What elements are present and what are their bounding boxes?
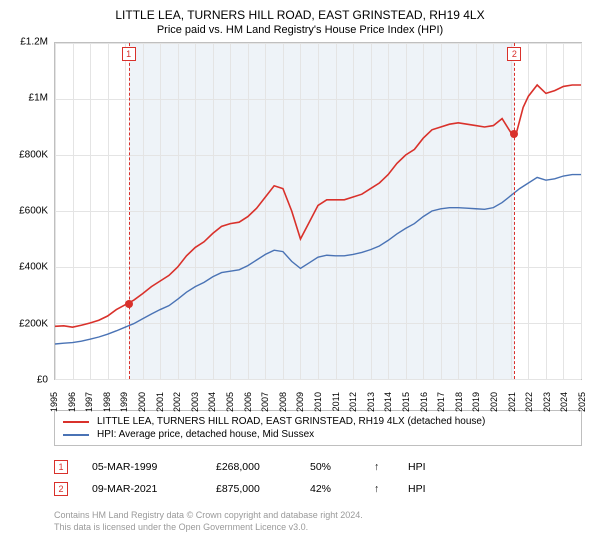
legend: LITTLE LEA, TURNERS HILL ROAD, EAST GRIN…	[54, 410, 582, 446]
event-price: £875,000	[216, 483, 286, 495]
event-price: £268,000	[216, 461, 286, 473]
x-tick-label: 2025	[577, 392, 587, 412]
footer-line: This data is licensed under the Open Gov…	[54, 522, 590, 534]
x-tick-label: 2023	[542, 392, 552, 412]
event-pct: 42%	[310, 483, 350, 495]
event-pct: 50%	[310, 461, 350, 473]
event-row: 2 09-MAR-2021 £875,000 42% ↑ HPI	[54, 478, 582, 500]
x-tick-label: 2008	[278, 392, 288, 412]
x-tick-label: 1998	[102, 392, 112, 412]
gridline-v	[581, 43, 582, 379]
line-series-svg	[55, 43, 581, 379]
y-tick-label: £1M	[29, 93, 48, 104]
y-tick-label: £800K	[19, 149, 48, 160]
x-tick-label: 2019	[471, 392, 481, 412]
plot-wrap: 12 1995199619971998199920002001200220032…	[54, 42, 590, 402]
x-tick-label: 2020	[489, 392, 499, 412]
x-tick-label: 2024	[559, 392, 569, 412]
x-axis: 1995199619971998199920002001200220032004…	[54, 380, 582, 402]
arrow-up-icon: ↑	[374, 483, 384, 495]
footer-credits: Contains HM Land Registry data © Crown c…	[54, 510, 590, 533]
event-vline	[129, 43, 130, 379]
y-tick-label: £200K	[19, 318, 48, 329]
x-tick-label: 2012	[348, 392, 358, 412]
legend-item: LITTLE LEA, TURNERS HILL ROAD, EAST GRIN…	[63, 415, 573, 428]
series-hpi	[55, 175, 581, 344]
x-tick-label: 2017	[436, 392, 446, 412]
x-tick-label: 2018	[454, 392, 464, 412]
chart-subtitle: Price paid vs. HM Land Registry's House …	[10, 24, 590, 36]
event-date: 09-MAR-2021	[92, 483, 192, 495]
chart-area: £0£200K£400K£600K£800K£1M£1.2M 12 199519…	[10, 42, 590, 402]
legend-swatch	[63, 434, 89, 436]
legend-label: LITTLE LEA, TURNERS HILL ROAD, EAST GRIN…	[97, 416, 485, 427]
x-tick-label: 2021	[507, 392, 517, 412]
x-tick-label: 2002	[172, 392, 182, 412]
y-tick-label: £600K	[19, 206, 48, 217]
x-tick-label: 2001	[155, 392, 165, 412]
series-price_paid	[55, 85, 581, 327]
x-tick-label: 2009	[295, 392, 305, 412]
y-tick-label: £1.2M	[20, 37, 48, 48]
x-tick-label: 1997	[84, 392, 94, 412]
event-number-box: 1	[54, 460, 68, 474]
plot-region: 12	[54, 42, 582, 380]
event-number-box: 2	[54, 482, 68, 496]
x-tick-label: 2007	[260, 392, 270, 412]
x-tick-label: 2004	[207, 392, 217, 412]
x-tick-label: 2011	[331, 392, 341, 411]
legend-label: HPI: Average price, detached house, Mid …	[97, 429, 314, 440]
x-tick-label: 2016	[419, 392, 429, 412]
x-tick-label: 2015	[401, 392, 411, 412]
y-tick-label: £400K	[19, 262, 48, 273]
x-tick-label: 1999	[119, 392, 129, 412]
footer-line: Contains HM Land Registry data © Crown c…	[54, 510, 590, 522]
x-tick-label: 1995	[49, 392, 59, 412]
event-date: 05-MAR-1999	[92, 461, 192, 473]
event-row: 1 05-MAR-1999 £268,000 50% ↑ HPI	[54, 456, 582, 478]
events-table: 1 05-MAR-1999 £268,000 50% ↑ HPI 2 09-MAR-2021 £…	[54, 456, 582, 500]
arrow-up-icon: ↑	[374, 461, 384, 473]
x-tick-label: 2010	[313, 392, 323, 412]
legend-swatch	[63, 421, 89, 423]
x-tick-label: 2005	[225, 392, 235, 412]
event-vline	[514, 43, 515, 379]
event-ref: HPI	[408, 461, 426, 473]
event-marker-dot	[510, 130, 518, 138]
x-tick-label: 2003	[190, 392, 200, 412]
event-marker-box: 2	[507, 47, 521, 61]
chart-container: LITTLE LEA, TURNERS HILL ROAD, EAST GRIN…	[0, 0, 600, 560]
event-ref: HPI	[408, 483, 426, 495]
x-tick-label: 2022	[524, 392, 534, 412]
legend-item: HPI: Average price, detached house, Mid …	[63, 428, 573, 441]
y-axis: £0£200K£400K£600K£800K£1M£1.2M	[10, 42, 54, 402]
chart-title: LITTLE LEA, TURNERS HILL ROAD, EAST GRIN…	[10, 8, 590, 22]
title-block: LITTLE LEA, TURNERS HILL ROAD, EAST GRIN…	[10, 8, 590, 36]
x-tick-label: 2013	[366, 392, 376, 412]
x-tick-label: 1996	[67, 392, 77, 412]
x-tick-label: 2006	[243, 392, 253, 412]
event-marker-dot	[125, 300, 133, 308]
x-tick-label: 2000	[137, 392, 147, 412]
x-tick-label: 2014	[383, 392, 393, 412]
y-tick-label: £0	[37, 375, 48, 386]
event-marker-box: 1	[122, 47, 136, 61]
